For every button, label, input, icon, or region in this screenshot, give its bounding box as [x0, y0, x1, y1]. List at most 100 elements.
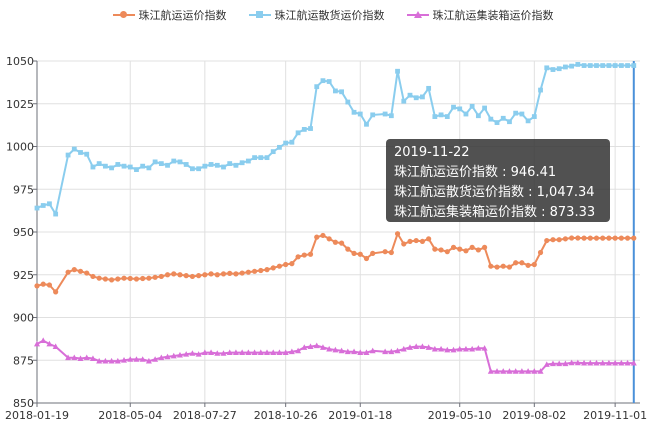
- legend-label: 珠江航运散货运价指数: [274, 9, 385, 22]
- data-point: [432, 114, 438, 119]
- data-point: [339, 89, 345, 95]
- data-point: [556, 360, 563, 367]
- data-point: [308, 126, 313, 131]
- data-point: [78, 150, 83, 155]
- data-point: [593, 235, 600, 241]
- data-point: [631, 63, 637, 68]
- data-point: [301, 344, 308, 350]
- data-point: [624, 359, 631, 366]
- data-point: [481, 244, 488, 250]
- data-point: [556, 237, 562, 243]
- data-point: [345, 246, 351, 252]
- data-point: [593, 359, 600, 366]
- data-point: [264, 349, 271, 355]
- data-point: [549, 360, 556, 367]
- data-point: [127, 275, 133, 282]
- data-point: [171, 158, 177, 164]
- legend-item-container-index[interactable]: 珠江航运集装箱运价指数: [406, 7, 554, 23]
- data-point: [71, 267, 77, 273]
- data-point: [581, 359, 588, 366]
- data-point: [512, 368, 519, 374]
- data-point: [226, 349, 233, 355]
- data-point: [544, 237, 550, 244]
- data-point: [494, 368, 501, 374]
- data-point: [170, 352, 177, 359]
- data-point: [201, 349, 208, 355]
- data-point: [450, 346, 457, 353]
- data-point: [568, 359, 575, 366]
- data-point: [370, 112, 376, 118]
- data-point: [345, 99, 351, 105]
- data-point: [77, 268, 84, 274]
- data-point: [140, 275, 146, 282]
- data-point: [40, 337, 47, 343]
- y-tick-label: 1000: [6, 141, 34, 154]
- data-point: [531, 368, 538, 374]
- data-point: [612, 359, 619, 366]
- data-point: [283, 140, 289, 146]
- y-tick-label: 1025: [6, 98, 34, 111]
- data-point: [264, 267, 270, 273]
- data-point: [140, 163, 146, 169]
- data-point: [475, 113, 481, 119]
- data-point: [134, 167, 139, 172]
- data-point: [463, 111, 469, 117]
- data-point: [457, 106, 463, 112]
- tooltip-date: 2019-11-22: [394, 145, 470, 160]
- data-point: [618, 359, 625, 366]
- data-point: [507, 119, 512, 125]
- data-point: [121, 275, 127, 281]
- data-point: [34, 340, 40, 347]
- data-point: [606, 235, 612, 241]
- data-point: [127, 164, 133, 170]
- data-point: [239, 160, 245, 166]
- data-point: [475, 345, 482, 351]
- data-point: [307, 251, 314, 257]
- data-point: [46, 340, 53, 347]
- data-point: [587, 359, 594, 366]
- x-tick-label: 2019-01-18: [328, 409, 392, 422]
- data-point: [369, 347, 376, 354]
- legend-item-freight-index[interactable]: 珠江航运运价指数: [112, 7, 227, 23]
- data-point: [543, 361, 550, 367]
- data-point: [90, 164, 96, 170]
- data-point: [190, 166, 195, 172]
- legend-item-bulk-index[interactable]: 珠江航运散货运价指数: [248, 7, 385, 23]
- data-point: [581, 63, 587, 68]
- data-point: [395, 68, 400, 74]
- data-point: [624, 235, 631, 241]
- data-point: [227, 161, 233, 166]
- data-point: [519, 260, 525, 266]
- data-point: [364, 121, 369, 127]
- x-tick-label: 2019-11-01: [583, 409, 647, 422]
- data-point: [202, 272, 208, 278]
- data-point: [270, 349, 277, 355]
- data-point: [419, 238, 426, 245]
- data-point: [96, 275, 102, 281]
- y-tick-label: 850: [13, 397, 34, 410]
- data-point: [65, 354, 72, 361]
- data-point: [401, 98, 407, 104]
- data-point: [158, 354, 165, 361]
- data-point: [525, 368, 532, 374]
- data-point: [319, 344, 326, 350]
- data-point: [481, 345, 488, 351]
- data-point: [444, 249, 450, 255]
- data-point: [606, 63, 612, 68]
- data-point: [121, 357, 128, 363]
- data-point: [65, 269, 71, 275]
- data-point: [370, 250, 376, 256]
- data-point: [165, 162, 170, 168]
- data-point: [444, 346, 451, 353]
- data-point: [587, 235, 593, 241]
- data-point: [525, 118, 531, 124]
- legend-label: 珠江航运运价指数: [138, 9, 227, 22]
- data-point: [357, 349, 364, 355]
- data-point: [450, 244, 457, 250]
- data-point: [40, 281, 46, 287]
- y-tick-label: 950: [13, 226, 34, 239]
- data-point: [357, 251, 363, 257]
- y-tick-label: 1050: [6, 55, 34, 68]
- data-point: [506, 264, 513, 270]
- data-point: [282, 349, 289, 355]
